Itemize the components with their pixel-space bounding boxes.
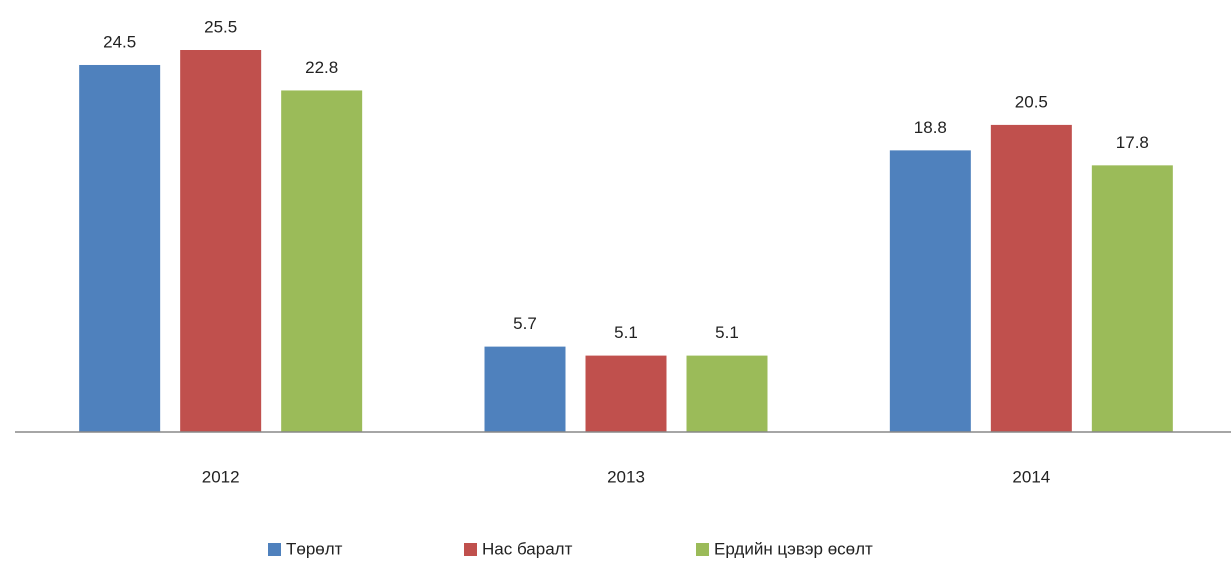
- bar: [889, 150, 971, 432]
- data-label: 22.8: [305, 58, 338, 77]
- bar: [180, 50, 262, 432]
- legend-swatch: [268, 543, 281, 556]
- x-tick-label: 2012: [202, 467, 240, 486]
- legend-swatch: [464, 543, 477, 556]
- bar: [79, 64, 161, 432]
- data-label: 25.5: [204, 17, 237, 36]
- legend-label: Нас баралт: [482, 539, 573, 558]
- bar: [585, 355, 667, 432]
- bar: [686, 355, 768, 432]
- legend-swatch: [696, 543, 709, 556]
- data-label: 18.8: [914, 118, 947, 137]
- data-label: 5.1: [715, 323, 739, 342]
- bar: [484, 346, 566, 432]
- data-label: 17.8: [1116, 133, 1149, 152]
- x-tick-label: 2013: [607, 467, 645, 486]
- bar: [990, 124, 1072, 432]
- x-tick-label: 2014: [1012, 467, 1050, 486]
- legend-label: Ердийн цэвэр өсөлт: [714, 539, 873, 558]
- legend-label: Төрөлт: [286, 539, 343, 558]
- bar: [1091, 165, 1173, 433]
- bar: [281, 90, 363, 433]
- data-label: 5.7: [513, 314, 537, 333]
- data-label: 24.5: [103, 32, 136, 51]
- data-label: 5.1: [614, 323, 638, 342]
- data-label: 20.5: [1015, 92, 1048, 111]
